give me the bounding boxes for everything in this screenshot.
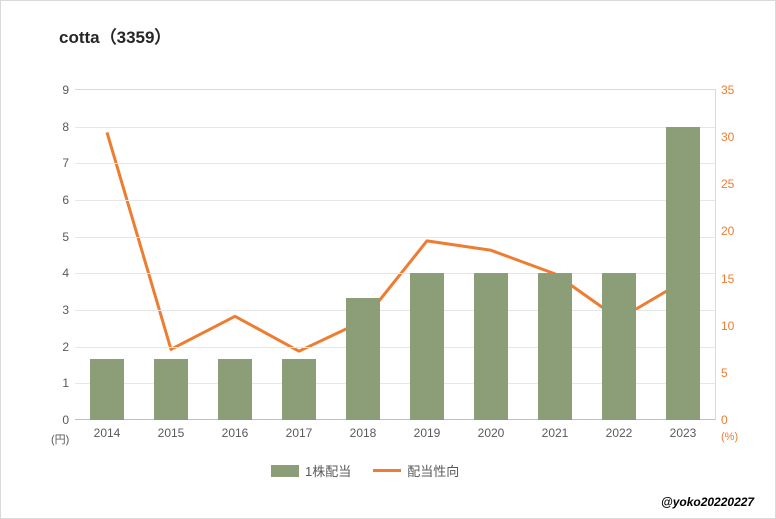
y1-tick-label: 8 [62,120,75,134]
y1-tick-label: 7 [62,156,75,170]
chart-title: cotta（3359） [59,23,171,48]
x-tick-label: 2014 [94,420,121,440]
y2-tick-label: 20 [715,224,734,238]
bar [90,359,123,420]
y2-tick-label: 10 [715,319,734,333]
bar [602,273,635,420]
y1-tick-label: 6 [62,193,75,207]
y2-tick-label: 30 [715,130,734,144]
x-tick-label: 2015 [158,420,185,440]
legend-swatch-bar [271,465,299,477]
legend-label-line: 配当性向 [407,461,459,480]
bar [474,273,507,420]
y1-tick-label: 0 [62,413,75,427]
x-tick-label: 2019 [414,420,441,440]
y1-tick-label: 3 [62,303,75,317]
legend-label-bar: 1株配当 [305,461,351,480]
y2-tick-label: 15 [715,272,734,286]
y2-tick-label: 35 [715,83,734,97]
x-tick-label: 2022 [606,420,633,440]
y2-tick-label: 5 [715,366,728,380]
legend-swatch-line [373,469,401,472]
y2-axis-unit: (%) [721,431,738,443]
plot-area: 0123456789051015202530352014201520162017… [75,89,716,420]
y1-tick-label: 2 [62,340,75,354]
x-tick-label: 2018 [350,420,377,440]
gridline [75,237,715,238]
legend-item-bar: 1株配当 [271,461,351,480]
x-tick-label: 2016 [222,420,249,440]
x-tick-label: 2020 [478,420,505,440]
y1-axis-unit: (円) [51,431,69,447]
y1-tick-label: 9 [62,83,75,97]
bar [410,273,443,420]
line-series [107,132,683,351]
y2-tick-label: 25 [715,177,734,191]
bar [538,273,571,420]
gridline [75,200,715,201]
x-tick-label: 2017 [286,420,313,440]
bar [346,298,379,420]
legend-item-line: 配当性向 [373,461,459,480]
credit-text: @yoko20220227 [661,495,754,509]
bar [666,127,699,420]
x-tick-label: 2023 [670,420,697,440]
y1-tick-label: 5 [62,230,75,244]
x-tick-label: 2021 [542,420,569,440]
bar [218,359,251,420]
chart-container: cotta（3359） 0123456789051015202530352014… [0,0,776,519]
y1-tick-label: 1 [62,376,75,390]
y1-tick-label: 4 [62,266,75,280]
legend: 1株配当 配当性向 [271,461,459,480]
bar [154,359,187,420]
gridline [75,127,715,128]
y2-tick-label: 0 [715,413,728,427]
bar [282,359,315,420]
gridline [75,163,715,164]
